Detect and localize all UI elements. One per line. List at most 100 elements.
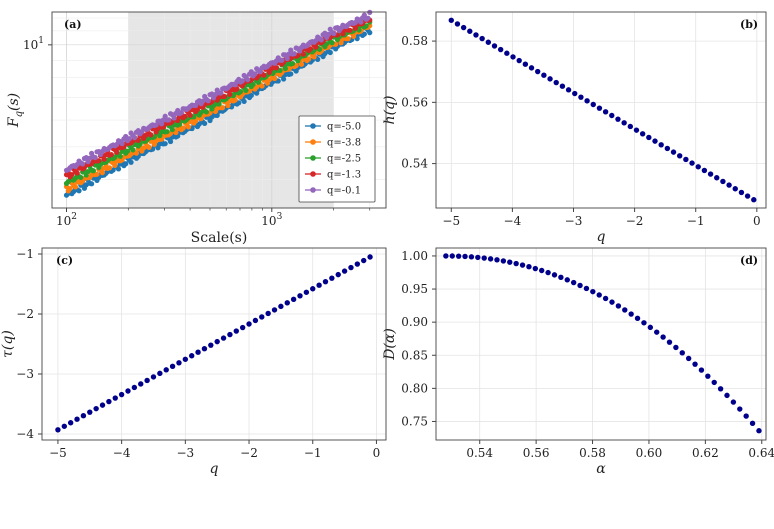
data-point xyxy=(124,148,131,154)
data-point xyxy=(609,299,615,305)
data-point xyxy=(331,30,337,37)
data-point xyxy=(118,391,125,398)
y-tick-label: 101 xyxy=(23,36,44,52)
data-point xyxy=(87,409,93,415)
panel-letter-d: (d) xyxy=(740,254,758,267)
data-point xyxy=(564,277,570,283)
data-point xyxy=(341,268,348,274)
data-point xyxy=(737,406,743,412)
data-point xyxy=(473,32,479,38)
y-tick-label: 0.56 xyxy=(401,95,428,109)
data-point xyxy=(701,167,708,174)
data-point xyxy=(670,149,677,155)
data-point xyxy=(194,106,201,113)
data-point xyxy=(76,188,82,194)
data-point xyxy=(69,171,75,178)
data-point xyxy=(744,193,751,199)
x-tick-label: −1 xyxy=(304,446,322,460)
data-point xyxy=(679,350,685,356)
x-axis-label: q xyxy=(597,229,606,245)
data-point xyxy=(195,349,201,355)
data-point xyxy=(115,166,122,172)
data-point xyxy=(622,307,628,313)
data-point xyxy=(201,345,208,352)
data-point xyxy=(711,379,717,386)
legend-label: q=-0.1 xyxy=(327,186,361,197)
data-point xyxy=(112,162,118,169)
data-point xyxy=(578,94,584,100)
data-point xyxy=(535,68,541,75)
data-point xyxy=(507,259,513,265)
data-point xyxy=(221,93,227,100)
data-point xyxy=(176,360,182,366)
data-point xyxy=(322,278,329,285)
data-point xyxy=(685,355,692,362)
data-point xyxy=(654,329,660,335)
data-point xyxy=(717,386,724,392)
data-point xyxy=(193,118,199,124)
data-point xyxy=(545,269,551,276)
data-point xyxy=(236,100,242,106)
data-point xyxy=(352,25,358,31)
x-tick-label: 0.62 xyxy=(692,446,719,460)
data-point xyxy=(248,92,254,99)
data-point xyxy=(237,89,244,95)
data-point xyxy=(504,50,510,56)
data-point xyxy=(449,253,455,259)
data-point xyxy=(724,392,730,399)
data-point xyxy=(297,293,303,299)
data-point xyxy=(361,257,367,264)
data-point xyxy=(726,182,732,188)
data-point xyxy=(526,264,532,270)
data-point xyxy=(225,103,231,109)
data-point xyxy=(74,416,80,422)
data-point xyxy=(220,335,227,341)
data-point xyxy=(306,56,312,62)
data-point xyxy=(114,149,120,155)
panel-a: 102 103 101 Scale(s) Fq(s) (a) q=-5.0 q=-3.8 q=-… xyxy=(6,9,386,246)
data-point xyxy=(265,310,271,317)
data-point xyxy=(61,423,67,429)
data-point xyxy=(487,256,494,262)
data-point xyxy=(99,402,106,408)
data-point xyxy=(182,356,189,362)
data-point xyxy=(185,124,192,130)
data-point xyxy=(284,300,290,306)
x-tick-label: 0.58 xyxy=(579,446,606,460)
data-point xyxy=(528,65,535,71)
data-point xyxy=(227,91,233,98)
data-point xyxy=(707,171,714,177)
data-point xyxy=(112,154,118,160)
y-tick-label: −4 xyxy=(16,427,34,441)
data-point xyxy=(572,90,578,97)
data-point xyxy=(93,405,99,412)
legend-marker xyxy=(310,187,316,193)
data-point xyxy=(532,265,539,272)
panel-c-frame xyxy=(41,247,387,441)
data-point xyxy=(510,54,516,60)
data-point xyxy=(481,255,487,261)
y-tick-label: 0.95 xyxy=(401,282,428,296)
data-point xyxy=(74,170,80,176)
data-point xyxy=(72,184,79,190)
x-tick-label: 0.60 xyxy=(636,446,663,460)
data-point xyxy=(596,292,602,298)
data-point xyxy=(250,81,256,88)
x-tick-label: −2 xyxy=(240,446,258,460)
data-point xyxy=(259,83,265,89)
x-tick-label: 0.54 xyxy=(466,446,493,460)
panel-a-frame xyxy=(51,11,387,209)
data-point xyxy=(271,307,278,313)
x-tick-label: 103 xyxy=(261,212,282,228)
data-point xyxy=(187,112,193,118)
data-point xyxy=(658,142,664,148)
data-point xyxy=(666,339,673,345)
data-point xyxy=(350,33,357,39)
data-point xyxy=(233,328,239,334)
panel-letter-c: (c) xyxy=(56,254,73,267)
data-point xyxy=(255,79,262,85)
data-point xyxy=(106,398,112,405)
data-point xyxy=(751,197,757,203)
data-point xyxy=(162,141,168,147)
data-point xyxy=(329,40,335,46)
